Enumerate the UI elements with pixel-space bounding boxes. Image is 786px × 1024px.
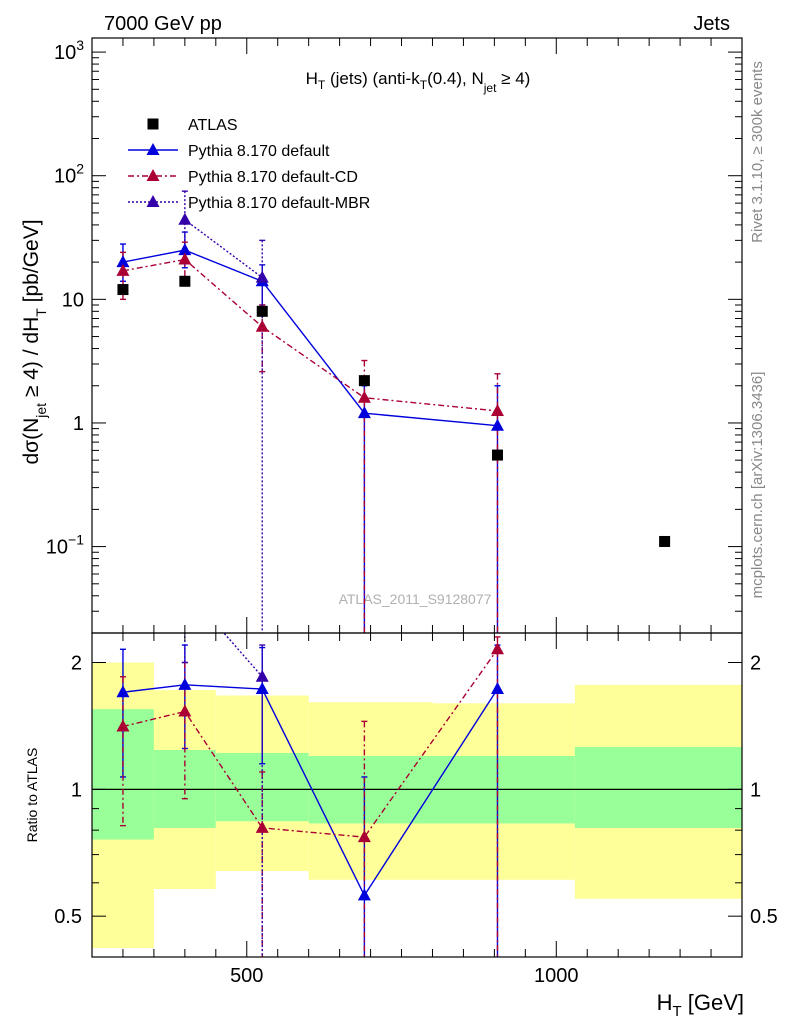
ylabel-part-1: jet [33,403,49,419]
main-ylabel: dσ(Njet ≥ 4) / dHT [pb/GeV] [20,219,49,464]
ratio-point-series-2-4 [490,642,504,655]
ratio-point-series-2-2 [255,820,269,833]
main-point-series-1-1 [178,243,192,256]
legend-label-2: Pythia 8.170 default-CD [188,169,358,186]
main-point-series-3-1 [255,270,269,283]
title-tail: ≥ 4) [496,69,530,88]
ratio-point-series-1-0 [116,685,130,698]
main-point-series-1-0 [116,255,130,268]
ratio-series-lines [119,633,501,957]
ylabel-part-4: [pb/GeV] [20,219,43,308]
x-axis-label: HT [GeV] [657,990,744,1020]
main-point-series-2-2 [255,319,269,332]
main-point-series-2-0 [116,263,130,276]
main-ytick-label-3: 102 [54,161,84,188]
main-ytick-label-2: 10 [62,289,84,311]
ratio-point-series-1-1 [178,677,192,690]
ratio-ytick-label-left-0: 0.5 [54,906,82,928]
legend-label-1: Pythia 8.170 default [188,143,330,160]
ratio-point-series-3-0 [178,581,191,593]
xtick-label-1: 1000 [534,965,579,987]
ratio-uncertainty-bands [92,662,742,949]
title-prefix: H [306,69,318,88]
header-left: 7000 GeV pp [104,13,222,35]
ratio-line-series-2 [122,648,499,838]
legend-marker-3 [146,195,160,207]
mcplots-reference-text: mcplots.cern.ch [arXiv:1306.3436] [749,372,766,599]
main-point-series-1-4 [490,418,504,431]
ratio-ytick-label-right-0: 0.5 [750,906,778,928]
ratio-ytick-label-right-1: 1 [750,779,761,801]
main-ytick-label-0: 10−1 [46,532,84,559]
ratio-ytick-label-left-2: 2 [71,653,82,675]
xlabel-unit: [GeV] [682,990,744,1015]
ratio-point-series-1-2 [255,682,269,695]
atlas-point-5 [659,535,671,547]
ratio-ytick-label-left-1: 1 [71,779,82,801]
axes: 10−1 1 10 102 103 0.5 0.5 1 1 2 2 500 1000 [46,37,778,987]
atlas-point-2 [256,305,268,317]
ratio-frame [91,632,743,958]
main-line-series-3 [184,219,263,279]
main-ytick-label-1: 1 [73,413,84,435]
ratio-ytick-label-right-2: 2 [750,653,761,675]
legend-label-3: Pythia 8.170 default-MBR [188,195,370,212]
legend-marker-2 [146,169,160,181]
main-point-series-2-4 [490,403,504,416]
main-series-lines [119,190,501,633]
ratio-point-series-2-1 [178,704,192,717]
atlas-point-4 [491,449,503,461]
ratio-point-series-1-3 [357,888,371,901]
inner-band-bin-5 [574,747,742,828]
ratio-point-series-2-0 [116,719,130,732]
legend-label-0: ATLAS [188,117,238,134]
title-suffix: (0.4), N [427,69,484,88]
xlabel-sub: T [672,1003,681,1020]
legend-marker-0 [147,118,159,130]
atlas-point-1 [179,275,191,287]
ylabel-part-0: dσ(N [20,418,43,465]
atlas-point-3 [358,375,370,387]
title-prefix-sub: T [318,78,326,92]
ratio-ylabel: Ratio to ATLAS [24,748,40,843]
ratio-point-series-2-3 [357,830,371,843]
title-middle-sub: T [420,78,428,92]
main-point-series-1-3 [357,406,371,419]
main-line-series-2 [122,258,498,412]
xlabel-main: H [657,990,673,1015]
title-suffix-sub: jet [483,81,497,95]
legend: ATLAS Pythia 8.170 default Pythia 8.170 de… [128,117,370,212]
analysis-watermark: ATLAS_2011_S9128077 [339,591,492,607]
ratio-line-series-3 [223,633,263,678]
main-series-points [116,212,671,547]
main-point-series-2-1 [178,252,192,265]
ratio-point-series-3-1 [255,669,269,682]
main-point-series-3-0 [178,212,192,225]
ratio-point-series-1-4 [490,682,504,695]
chart-title: HT (jets) (anti-kT(0.4), Njet ≥ 4) [306,69,531,95]
ylabel-part-3: T [33,308,49,317]
main-line-series-1 [122,249,498,427]
ylabel-part-2: ≥ 4) / dH [20,317,43,403]
legend-marker-1 [146,143,160,155]
ratio-series-points [116,581,504,901]
title-middle: (jets) (anti-k [325,69,420,88]
rivet-version-text: Rivet 3.1.10, ≥ 300k events [749,61,766,243]
main-ytick-label-4: 103 [54,37,84,64]
xtick-label-0: 500 [230,965,263,987]
header-right: Jets [693,13,730,35]
atlas-point-0 [117,284,129,296]
main-point-series-2-3 [357,390,371,403]
